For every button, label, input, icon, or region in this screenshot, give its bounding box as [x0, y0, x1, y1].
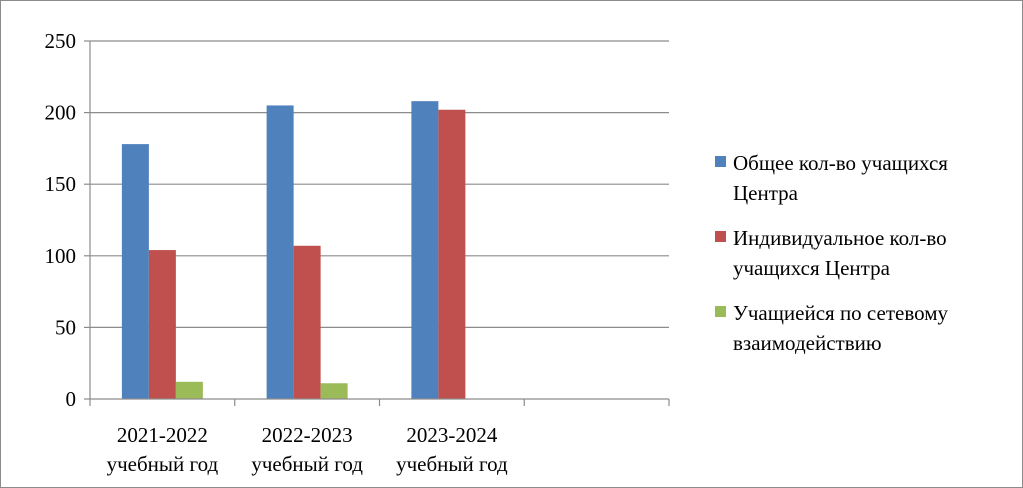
y-tick-label: 250 [45, 29, 77, 53]
x-tick-label: учебный год [107, 452, 219, 476]
y-tick-label: 0 [66, 387, 77, 411]
legend-swatch [715, 306, 726, 317]
bar [122, 144, 149, 399]
bars [122, 101, 466, 399]
legend-label: Индивидуальное кол-во [733, 226, 947, 250]
y-tick-label: 100 [45, 244, 77, 268]
bar [149, 250, 176, 399]
bar [267, 105, 294, 399]
bar [176, 382, 203, 399]
gridlines [90, 41, 669, 327]
legend-entry: Учащиейся по сетевому взаимодействию [715, 301, 948, 355]
legend-swatch [715, 231, 726, 242]
bar [321, 383, 348, 399]
legend-label: Центра [733, 181, 799, 205]
bar [294, 246, 321, 399]
legend-entry: Индивидуальное кол-во учащихся Центра [715, 226, 947, 280]
legend: Общее кол-во учащихся Центра Индивидуально… [715, 151, 948, 355]
x-tick-label: 2022-2023 [262, 423, 353, 447]
x-tick-label: учебный год [396, 452, 508, 476]
x-tick-label: 2021-2022 [117, 423, 208, 447]
legend-entry: Общее кол-во учащихся Центра [715, 151, 948, 205]
x-tick-labels: 2021-2022 учебный год 2022-2023 учебный год… [107, 423, 508, 476]
y-tick-labels: 0 50 100 150 200 250 [45, 29, 77, 411]
x-tick-label: 2023-2024 [406, 423, 497, 447]
y-tick-label: 50 [55, 315, 76, 339]
y-tick-label: 200 [45, 101, 77, 125]
bar [411, 101, 438, 399]
legend-swatch [715, 156, 726, 167]
x-tick-label: учебный год [251, 452, 363, 476]
y-tick-label: 150 [45, 172, 77, 196]
legend-label: учащихся Центра [733, 256, 891, 280]
legend-label: Учащиейся по сетевому [733, 301, 948, 325]
legend-label: Общее кол-во учащихся [733, 151, 948, 175]
bar [438, 110, 465, 399]
legend-label: взаимодействию [733, 331, 882, 355]
